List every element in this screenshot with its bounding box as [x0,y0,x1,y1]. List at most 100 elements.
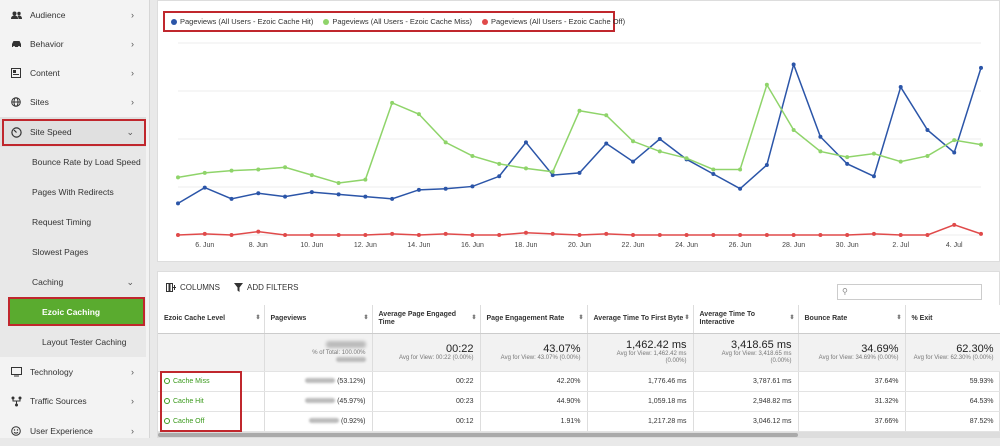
sidebar-item-pages-with-redirects[interactable]: Pages With Redirects [0,177,146,207]
data-point [979,65,983,70]
sort-icon: ⬍ [578,315,584,321]
chevron-down-icon: ⌄ [126,126,134,137]
legend-item-cache-off[interactable]: Pageviews (All Users - Ezoic Cache Off) [482,17,625,26]
header-label: Average Time To First Byte [593,315,684,322]
summary-sub: (0.00%) [770,358,792,364]
x-tick-label: 12. Jun [354,242,377,249]
data-point [925,153,930,158]
sidebar-item-label: Layout Tester Caching [42,337,127,347]
data-point [470,184,475,189]
data-point [925,127,930,132]
series-line [177,61,982,205]
sidebar-item-layout-tester-caching[interactable]: Layout Tester Caching [0,327,146,357]
sidebar-item-user-experience[interactable]: User Experience › [0,416,146,446]
chevron-right-icon: › [131,396,134,406]
sidebar-item-sites[interactable]: Sites › [0,87,146,117]
sidebar-item-label: Slowest Pages [32,247,89,257]
speedometer-icon [10,126,22,138]
data-point [390,196,395,201]
summary-exit: 62.30% Avg for View: 62.30% (0.00%) [905,333,1000,372]
data-point [202,170,207,175]
content-icon [10,67,22,79]
header-ttfb[interactable]: Average Time To First Byte ⬍ [587,305,694,334]
horizontal-scrollbar[interactable] [158,432,1000,438]
x-tick-label: 28. Jun [782,242,805,249]
x-tick-label: 4. Jul [946,242,963,249]
scrollbar-thumb[interactable] [158,433,798,437]
data-point [898,85,903,90]
sidebar-item-behavior[interactable]: Behavior › [0,29,146,59]
pageviews-cell: (53.12%) [264,371,373,392]
redacted-value [325,340,366,348]
data-point [229,196,234,201]
sidebar-item-traffic-sources[interactable]: Traffic Sources › [0,386,146,416]
data-point [176,175,180,180]
globe-icon [10,96,22,108]
sidebar-item-caching[interactable]: Caching ⌄ [0,267,146,297]
sidebar-item-site-speed[interactable]: Site Speed ⌄ [0,117,146,147]
search-icon: ⚲ [842,287,848,296]
sort-icon: ⬍ [789,315,795,321]
data-point [818,233,823,237]
rate-cell: 42.20% [480,371,588,392]
legend-item-cache-miss[interactable]: Pageviews (All Users - Ezoic Cache Miss) [323,17,472,26]
data-point [363,233,368,237]
data-point [845,155,850,160]
x-tick-label: 26. Jun [729,242,752,249]
sidebar-item-ezoic-caching[interactable]: Ezoic Caching [8,297,145,326]
data-point [523,166,528,171]
data-point [979,231,983,236]
data-point [283,165,288,170]
summary-sub: Avg for View: 34.69% (0.00%) [818,354,899,361]
sort-icon: ⬍ [684,315,690,321]
header-avg-engaged-time[interactable]: Average Page Engaged Time ⬍ [372,305,481,334]
summary-value: 1,462.42 ms [625,339,687,351]
filters-label: ADD FILTERS [247,283,299,292]
data-point [202,185,207,190]
columns-button[interactable]: COLUMNS [166,283,220,292]
data-point [443,140,448,145]
data-point [657,233,662,237]
data-point [898,233,903,237]
highlight-box [160,371,242,432]
data-point [416,187,421,192]
data-point [256,229,261,234]
summary-sub: Avg for View: 1,462.42 ms [616,351,687,357]
summary-pageviews: % of Total: 100.00% [264,333,373,372]
sidebar-item-bounce-rate-by-load-speed[interactable]: Bounce Rate by Load Speed [0,147,146,177]
summary-value: 43.07% [543,342,581,355]
data-point [416,112,421,117]
sidebar-item-technology[interactable]: Technology › [0,357,146,387]
sidebar-item-slowest-pages[interactable]: Slowest Pages [0,237,146,267]
series-line [177,82,982,184]
table-search-input[interactable]: ⚲ [837,284,982,300]
redacted-value [305,398,336,404]
add-filters-button[interactable]: ADD FILTERS [234,283,298,292]
data-point [176,233,180,237]
cache-level-link[interactable]: Cache Miss [158,371,265,392]
engaged-cell: 00:23 [372,391,481,412]
data-point [470,233,475,237]
sidebar-item-content[interactable]: Content › [0,58,146,88]
data-point [550,231,555,236]
header-tti[interactable]: Average Time To Interactive ⬍ [693,305,799,334]
header-bounce-rate[interactable]: Bounce Rate ⬍ [798,305,906,334]
cache-level-label: Cache Hit [173,397,204,405]
sidebar-item-request-timing[interactable]: Request Timing [0,207,146,237]
header-exit[interactable]: % Exit [905,305,1000,334]
summary-sub: (0.00%) [665,358,687,364]
pageviews-line-chart: 6. Jun 8. Jun 10. Jun 12. Jun 14. Jun 16. Jun… [176,42,983,249]
cache-level-link[interactable]: Cache Hit [158,391,265,412]
header-pageviews[interactable]: Pageviews ⬍ [264,305,373,334]
users-icon [10,9,22,21]
chart-panel: 6. Jun 8. Jun 10. Jun 12. Jun 14. Jun 16. Jun… [157,0,1000,262]
header-engagement-rate[interactable]: Page Engagement Rate ⬍ [480,305,588,334]
header-label: Ezoic Cache Level [164,315,226,322]
ttfb-cell: 1,059.18 ms [587,391,694,412]
table-row: Cache Miss (53.12%) 00:22 42.20% 1,776.4… [158,371,1000,392]
header-ezoic-cache-level[interactable]: Ezoic Cache Level ⬍ [158,305,265,334]
header-label: Average Page Engaged Time [378,311,457,326]
redacted-value [309,418,340,424]
sidebar-item-audience[interactable]: Audience › [0,0,146,30]
legend-item-cache-hit[interactable]: Pageviews (All Users - Ezoic Cache Hit) [171,17,313,26]
